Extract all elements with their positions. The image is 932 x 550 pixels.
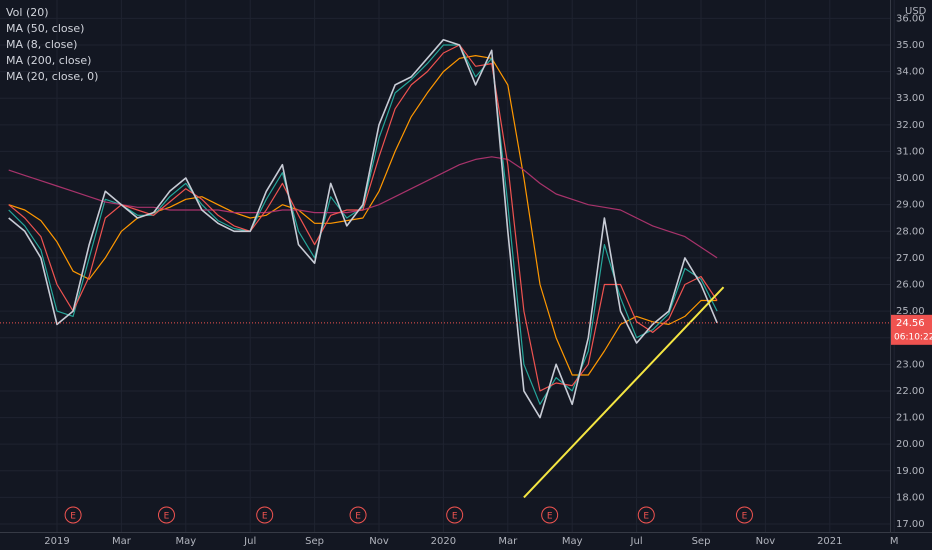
x-tick-label: Mar [498,536,518,547]
earnings-marker [735,506,753,524]
y-tick-label: 23.00 [896,359,925,370]
earnings-marker [256,506,274,524]
x-tick-label: 2019 [44,536,69,547]
x-tick-label: Sep [305,536,324,547]
y-tick-label: 17.00 [896,519,925,530]
price-line [8,38,718,419]
y-tick-label: 25.00 [896,306,925,317]
earnings-marker [541,506,559,524]
legend-entry: Vol (20) [6,6,49,19]
y-tick-label: 19.00 [896,466,925,477]
last-price-label: 24.56 [896,318,925,329]
x-tick-label: Sep [692,536,711,547]
y-tick-label: 34.00 [896,67,925,78]
y-tick-label: 20.00 [896,439,925,450]
grid [0,0,895,532]
ma-line [8,55,718,376]
earnings-label: E [452,512,458,522]
axis: 17.0018.0019.0020.0021.0022.0023.0024.00… [44,13,932,547]
x-tick-label: Nov [756,536,776,547]
x-tick-label: May [175,536,196,547]
legend-entry: MA (20, close, 0) [6,70,98,83]
earnings-label: E [643,512,649,522]
x-tick-label: 2020 [431,536,456,547]
y-tick-label: 26.00 [896,279,925,290]
earnings-marker [446,506,464,524]
earnings-label: E [164,512,170,522]
earnings-label: E [547,512,553,522]
x-tick-label: Jul [630,536,643,547]
currency: USD [905,6,927,17]
trendline [523,286,725,499]
y-tick-label: 22.00 [896,386,925,397]
legend-entry: MA (50, close) [6,22,84,35]
y-tick-label: 35.00 [896,40,925,51]
earnings-label: E [70,512,76,522]
earnings-marker [637,506,655,524]
y-tick-label: 29.00 [896,200,925,211]
ma-line [8,44,718,392]
earnings-marker [349,506,367,524]
earnings-label: E [262,512,268,522]
legend-entry: MA (200, close) [6,54,91,67]
countdown: 06:10:22 [894,332,932,342]
earnings-marker [157,506,175,524]
legend-entry: MA (8, close) [6,38,77,51]
y-tick-label: 31.00 [896,146,925,157]
y-tick-label: 18.00 [896,492,925,503]
y-tick-label: 32.00 [896,120,925,131]
x-tick-label: Mar [112,536,132,547]
x-tick-label: Jul [243,536,256,547]
y-tick-label: 30.00 [896,173,925,184]
x-tick-label: Nov [369,536,389,547]
x-tick-label: 2021 [817,536,842,547]
y-tick-label: 27.00 [896,253,925,264]
x-tick-label: M [890,536,899,547]
y-tick-label: 28.00 [896,226,925,237]
y-tick-label: 21.00 [896,413,925,424]
earnings-label: E [355,512,361,522]
y-tick-label: 33.00 [896,93,925,104]
legend: Vol (20) MA (50, close) MA (8, close) MA… [6,6,98,83]
x-tick-label: May [562,536,583,547]
earnings-label: E [742,512,748,522]
earnings-marker [64,506,82,524]
last-price-box [891,314,932,345]
y-tick-label: 36.00 [896,13,925,24]
